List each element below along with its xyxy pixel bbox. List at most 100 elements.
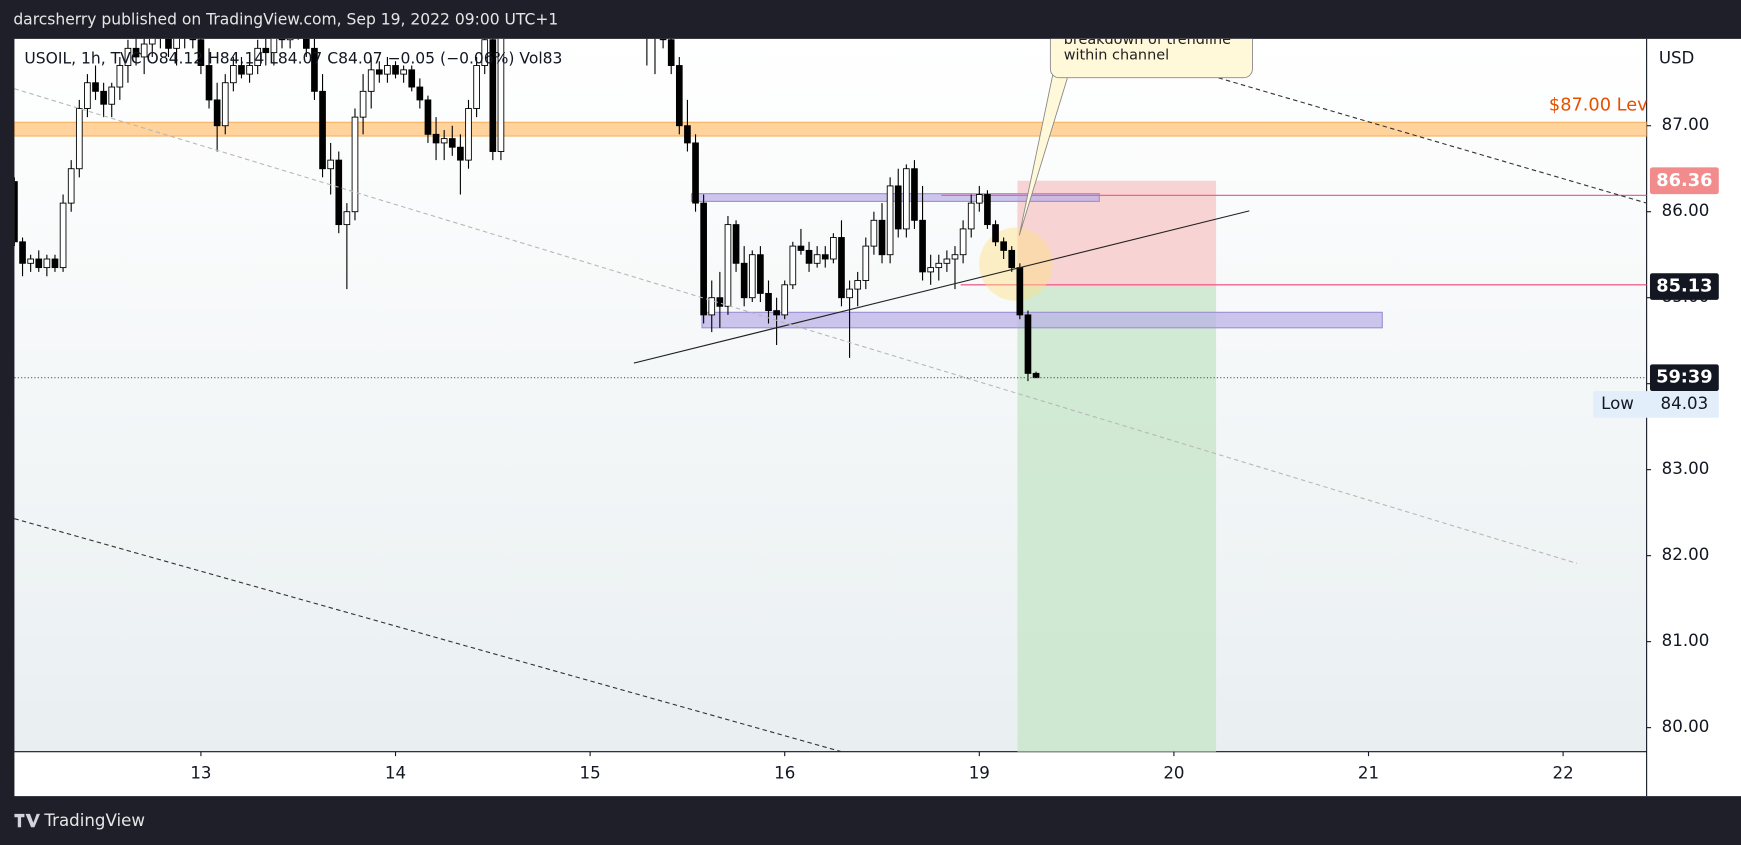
entry-tag-bg — [1649, 273, 1719, 300]
callout-text: breakdown of trendline — [1064, 32, 1231, 48]
candle-body — [1016, 267, 1024, 316]
candle-body — [205, 65, 213, 101]
candle-body — [35, 258, 43, 269]
candle-body — [903, 168, 910, 230]
candle-body — [189, 38, 197, 41]
brand: TradingView — [14, 811, 145, 830]
candle-body — [286, 38, 294, 41]
x-tick-label: 14 — [385, 763, 406, 782]
candle-body — [319, 90, 326, 170]
candle-body — [359, 90, 367, 118]
candle-body — [846, 288, 853, 299]
highlight-circle — [979, 227, 1053, 301]
candle-body — [992, 224, 999, 243]
y-tick-label: 80.00 — [1662, 717, 1710, 736]
plot: $87.00 Level breakdown of trendlinewithin… — [14, 32, 1664, 752]
candle-body — [927, 267, 934, 273]
candle-body — [481, 39, 489, 66]
candle-body — [327, 159, 334, 170]
y-tick-label: 87.00 — [1662, 115, 1710, 134]
candle-body — [943, 258, 951, 264]
candle-body — [173, 38, 180, 49]
countdown-tag-bg — [1649, 364, 1719, 391]
candle-body — [343, 211, 351, 226]
candle-body — [116, 65, 124, 88]
candle-body — [140, 43, 148, 58]
candle-body — [870, 219, 878, 247]
candle-body — [854, 280, 862, 290]
stop-tag: 86.36 — [1656, 171, 1712, 191]
y-tick-label: 86.00 — [1662, 201, 1710, 220]
candle-body — [311, 47, 318, 92]
candle-body — [335, 159, 343, 226]
candle-body — [440, 138, 448, 144]
candle-body — [1000, 241, 1007, 251]
candle-body — [765, 292, 772, 312]
candle-body — [351, 116, 359, 213]
candle-body — [392, 65, 399, 75]
candle-body — [919, 219, 926, 273]
candle-body — [708, 297, 716, 316]
candle-body — [302, 38, 310, 49]
candle-body — [748, 254, 756, 299]
channel-box — [701, 311, 1383, 329]
candle-body — [108, 86, 116, 105]
candle-body — [14, 181, 18, 243]
candle-body — [270, 38, 278, 54]
symbol-legend: USOIL, 1h, TVC O84.12 H84.14 L84.07 C84.… — [24, 49, 562, 67]
candle-body — [19, 241, 26, 264]
candle-body — [838, 237, 845, 299]
candle-body — [165, 38, 172, 49]
candle-body — [132, 47, 140, 58]
candle-body — [935, 262, 943, 269]
candle-body — [51, 258, 59, 269]
x-tick-label: 16 — [774, 763, 795, 782]
candle-body — [84, 82, 91, 109]
candle-body — [878, 219, 886, 256]
candle-body — [457, 146, 464, 161]
currency: USD — [1659, 48, 1695, 67]
candle-body — [59, 202, 67, 269]
candle-body — [724, 224, 732, 307]
candle-body — [262, 47, 270, 54]
candle-body — [894, 185, 902, 230]
candle-body — [975, 194, 983, 204]
candle-body — [740, 262, 748, 299]
candle-body — [124, 47, 132, 66]
candle-body — [821, 254, 829, 260]
candle-body — [805, 249, 813, 264]
callout-text: within channel — [1064, 48, 1169, 64]
low-value: 84.03 — [1661, 394, 1709, 413]
candle-body — [416, 86, 424, 101]
trendline — [14, 88, 1578, 564]
candle-body — [238, 65, 245, 75]
candle-body — [375, 69, 383, 75]
position-target-zone — [1017, 286, 1217, 752]
level-label: $87.00 Level — [1549, 96, 1664, 116]
candle-body — [424, 99, 432, 135]
overlay: USOIL, 1h, TVC O84.12 H84.14 L84.07 C84.… — [24, 48, 1719, 782]
y-tick-label: 81.00 — [1662, 631, 1710, 650]
candle-body — [830, 237, 837, 260]
candle-body — [489, 39, 497, 152]
candle-body — [886, 185, 894, 256]
time-axis — [14, 751, 1647, 797]
candle-body — [911, 168, 918, 221]
candle-body — [221, 82, 229, 127]
candle-body — [862, 245, 870, 281]
candle-body — [43, 258, 51, 269]
candle-body — [448, 138, 456, 148]
candle-body — [473, 65, 480, 109]
logo — [14, 813, 40, 828]
trendline — [1143, 55, 1647, 204]
candle-body — [1024, 314, 1032, 374]
candle-body — [400, 69, 407, 75]
x-tick-label: 19 — [969, 763, 990, 782]
candle-body — [797, 245, 805, 251]
candle-body — [667, 39, 675, 66]
candle-body — [230, 65, 237, 84]
candle-body — [432, 133, 440, 144]
candle-body — [757, 254, 764, 294]
candle-body — [692, 142, 699, 204]
